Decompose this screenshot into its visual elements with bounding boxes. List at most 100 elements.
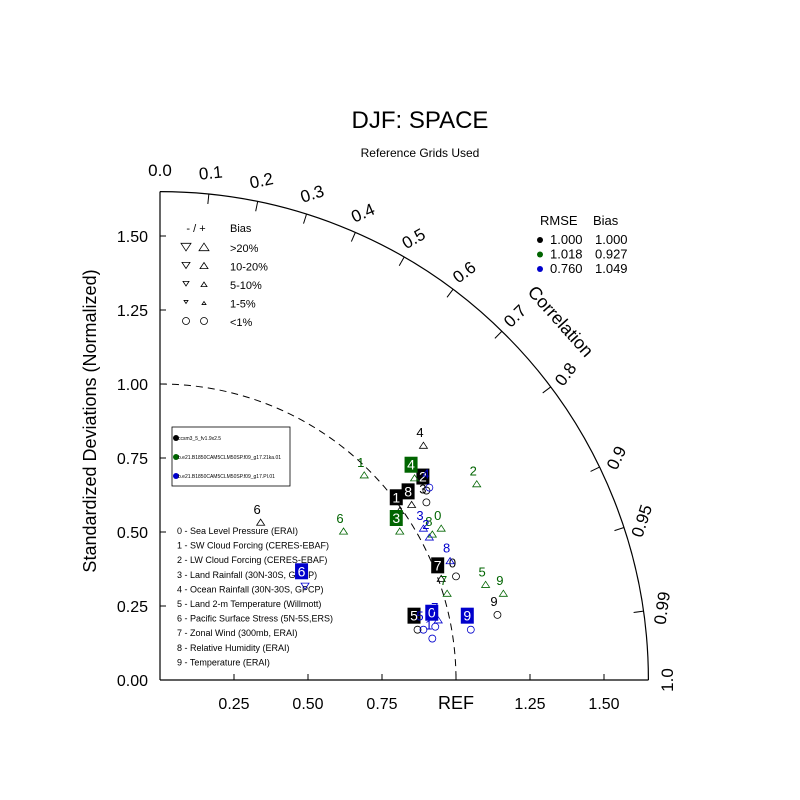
- correlation-tick-label: 0.9: [603, 443, 630, 473]
- data-point-label: 3: [419, 481, 426, 496]
- data-point-marker: [418, 441, 429, 449]
- chart-title: DJF: SPACE: [352, 107, 489, 134]
- correlation-tick: [590, 466, 600, 472]
- data-point-label: 4: [407, 457, 415, 473]
- data-point-marker: [422, 498, 431, 507]
- data-point-marker: [413, 625, 422, 634]
- data-point-label: 8: [443, 541, 450, 556]
- y-axis-label: Standardized Deviations (Normalized): [80, 269, 100, 572]
- data-point-marker: [419, 625, 428, 634]
- data-point-label: 9: [463, 608, 471, 624]
- data-point-label: 1: [357, 455, 364, 470]
- correlation-tick: [207, 193, 210, 205]
- variable-legend-item: 5 - Land 2-m Temperature (Willmott): [177, 599, 321, 609]
- data-point-label: 1: [425, 618, 432, 633]
- correlation-tick-label: 0.95: [628, 502, 656, 539]
- variable-legend-item: 0 - Sea Level Pressure (ERAI): [177, 526, 298, 536]
- correlation-tick: [542, 386, 552, 394]
- data-point-marker: [409, 474, 420, 482]
- correlation-tick: [446, 288, 454, 298]
- data-point-label: 5: [478, 564, 485, 579]
- y-tick-label: 0.00: [117, 673, 148, 690]
- bias-legend-symbol-positive: [201, 300, 207, 305]
- data-point-label: 8: [404, 483, 412, 499]
- data-point-label-box: [407, 607, 421, 624]
- data-point-marker: [359, 471, 369, 479]
- data-point-label-box: [389, 489, 403, 506]
- correlation-tick: [614, 527, 625, 532]
- bias-legend-symbol-negative: [182, 317, 190, 325]
- stats-row-rmse: 0.760: [550, 261, 583, 276]
- data-point-label: 5: [416, 609, 423, 624]
- case-legend-box: [171, 426, 291, 487]
- x-tick-label: 0.50: [292, 696, 323, 713]
- data-point-marker: [445, 556, 455, 565]
- bias-legend-label: <1%: [230, 317, 253, 329]
- data-point-label: 7: [440, 573, 447, 588]
- data-point-label-box: [404, 456, 418, 473]
- data-point-marker: [418, 524, 429, 532]
- data-point-marker: [433, 616, 443, 624]
- data-point-label: 6: [336, 511, 343, 526]
- chart-subtitle: Reference Grids Used: [361, 146, 480, 160]
- correlation-tick: [633, 610, 644, 614]
- correlation-tick-label: 0.99: [651, 590, 674, 625]
- data-point-label-box: [389, 510, 403, 526]
- variable-legend-item: 8 - Relative Humidity (ERAI): [177, 643, 290, 653]
- correlation-axis-label: Correlation: [524, 282, 598, 361]
- case-legend-marker: [173, 454, 179, 460]
- reference-std-arc: [159, 383, 457, 681]
- y-tick-label: 1.50: [117, 229, 148, 246]
- data-point-label: 9: [490, 594, 497, 609]
- data-point-marker: [436, 524, 446, 532]
- correlation-tick-label: 0.1: [198, 163, 223, 184]
- data-point-label-box: [416, 468, 430, 485]
- y-tick-label: 1.25: [117, 303, 148, 320]
- variable-legend-item: 7 - Zonal Wind (300mb, ERAI): [177, 628, 298, 638]
- data-point-marker: [424, 533, 435, 541]
- correlation-tick: [494, 330, 503, 339]
- variable-legend-item: 9 - Temperature (ERAI): [177, 657, 270, 667]
- bias-legend-symbol-negative: [180, 242, 192, 252]
- correlation-tick-label: 0.6: [449, 258, 479, 287]
- data-point-label: 5: [410, 608, 418, 624]
- data-point-label: 0: [449, 555, 456, 570]
- data-point-marker: [427, 530, 438, 538]
- stats-row-rmse: 1.000: [550, 232, 583, 247]
- correlation-arc: [159, 191, 649, 681]
- correlation-tick-label: 0.5: [399, 225, 429, 253]
- x-tick-label: 0.75: [366, 696, 397, 713]
- data-point-label: 6: [298, 563, 306, 579]
- stats-row-bias: 0.927: [595, 247, 628, 262]
- legend-layer: - / + Bias >20% 10-20% 5-10% 1-5% <1% RMSE Bias 1…: [171, 213, 628, 667]
- data-point-marker: [493, 610, 502, 619]
- data-point-label-box: [460, 607, 474, 624]
- case-legend-label: b.e21.B1850CAM5CLM50SP.f09_g17.PI.01: [178, 474, 275, 480]
- bias-legend-symbol-positive: [199, 261, 209, 270]
- data-point-marker: [255, 518, 266, 526]
- correlation-tick-label: 0.8: [551, 359, 580, 389]
- data-point-marker: [431, 622, 440, 631]
- data-point-marker: [425, 483, 434, 492]
- data-point-marker: [442, 589, 452, 597]
- data-point-label-box: [401, 483, 415, 500]
- data-point-marker: [300, 582, 310, 590]
- data-point-marker: [406, 500, 417, 508]
- stats-row-marker: [537, 251, 543, 258]
- bias-legend-label: 1-5%: [230, 299, 256, 311]
- stats-row-bias: 1.000: [595, 232, 628, 247]
- data-point-label: 0: [428, 605, 436, 621]
- data-point-marker: [428, 634, 437, 643]
- bias-legend-label: >20%: [230, 243, 259, 255]
- case-legend-marker: [173, 435, 179, 441]
- data-point-label-box: [425, 604, 439, 621]
- data-point-label: 2: [419, 469, 427, 485]
- correlation-tick-label: 0.0: [148, 161, 172, 180]
- variable-legend-item: 4 - Ocean Rainfall (30N-30S, GPCP): [177, 584, 324, 594]
- correlation-tick-label: 0.3: [298, 181, 326, 206]
- stats-row-marker: [537, 266, 543, 272]
- x-tick-label: 1.25: [514, 696, 545, 713]
- bias-legend-bias-header: Bias: [230, 223, 252, 235]
- data-point-label: 3: [392, 510, 400, 526]
